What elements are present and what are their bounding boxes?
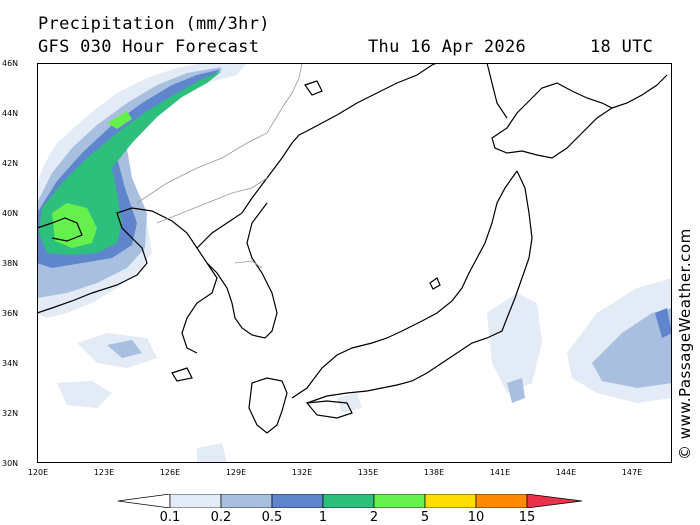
colorbar-seg-4 — [322, 494, 375, 508]
lat-label-32n: 32N — [2, 409, 19, 418]
colorbar — [118, 494, 583, 508]
lon-label-132e: 132E — [291, 468, 313, 477]
precip-east-4 — [655, 308, 672, 338]
colorbar-label-0.2: 0.2 — [210, 510, 232, 525]
border-korea-dmz — [234, 260, 263, 269]
coast-honshu-south — [306, 170, 533, 404]
coast-kurils — [611, 74, 668, 109]
colorbar-seg-1 — [169, 494, 222, 508]
lat-label-44n: 44N — [2, 109, 19, 118]
precip-south-2 — [197, 443, 227, 463]
precipitation-map[interactable] — [37, 63, 672, 463]
coast-mainland — [37, 207, 218, 354]
map-canvas — [37, 63, 672, 463]
lon-label-147e: 147E — [621, 468, 643, 477]
forecast-label: GFS 030 Hour Forecast — [38, 37, 260, 57]
lon-label-138e: 138E — [423, 468, 445, 477]
lon-label-129e: 129E — [225, 468, 247, 477]
colorbar-label-2: 2 — [369, 510, 379, 525]
colorbar-tip-low — [118, 494, 171, 508]
colorbar-seg-2 — [220, 494, 273, 508]
coast-sakhalin — [486, 63, 508, 119]
precip-area-5 — [52, 203, 97, 248]
precip-east-3 — [592, 308, 672, 388]
colorbar-label-0.5: 0.5 — [261, 510, 283, 525]
precip-east-5 — [507, 378, 525, 403]
border-korea-china — [156, 177, 268, 224]
credit-text: © www.PassageWeather.com — [676, 228, 694, 460]
colorbar-label-10: 10 — [467, 510, 485, 525]
lon-label-135e: 135E — [357, 468, 379, 477]
coast-sado — [429, 277, 441, 290]
lat-label-40n: 40N — [2, 209, 19, 218]
colorbar-seg-7 — [475, 494, 528, 508]
coastlines — [37, 63, 668, 434]
map-frame — [37, 63, 672, 463]
precip-west-2 — [107, 340, 142, 358]
lat-label-46n: 46N — [2, 59, 19, 68]
coast-shikoku — [305, 400, 353, 419]
lat-label-36n: 36N — [2, 309, 19, 318]
colorbar-seg-6 — [424, 494, 477, 508]
colorbar-seg-5 — [373, 494, 426, 508]
forecast-time: 18 UTC — [590, 37, 654, 57]
coast-northeast-asia — [196, 63, 438, 249]
lon-label-144e: 144E — [555, 468, 577, 477]
colorbar-label-0.1: 0.1 — [159, 510, 181, 525]
precip-east-1 — [487, 293, 542, 393]
coast-shandong — [37, 217, 83, 242]
precip-layer — [37, 63, 672, 463]
coast-kyushu — [248, 377, 288, 434]
colorbar-label-1: 1 — [318, 510, 328, 525]
forecast-date: Thu 16 Apr 2026 — [368, 37, 527, 57]
coast-korea — [206, 202, 278, 339]
lon-label-141e: 141E — [489, 468, 511, 477]
lon-label-120e: 120E — [27, 468, 49, 477]
lat-label-30n: 30N — [2, 459, 19, 468]
lon-label-123e: 123E — [93, 468, 115, 477]
lon-label-126e: 126E — [159, 468, 181, 477]
precip-south-1 — [337, 393, 362, 413]
lat-label-38n: 38N — [2, 259, 19, 268]
coast-jeju — [171, 367, 193, 382]
precip-area-5b — [107, 111, 132, 129]
coast-honshu-north — [291, 170, 518, 399]
coast-island-north — [304, 80, 323, 96]
border-china-north — [136, 63, 303, 204]
lat-label-42n: 42N — [2, 159, 19, 168]
colorbar-label-15: 15 — [518, 510, 536, 525]
colorbar-seg-3 — [271, 494, 324, 508]
chart-title: Precipitation (mm/3hr) — [38, 14, 270, 34]
precip-west-3 — [57, 381, 112, 408]
borders — [136, 63, 303, 269]
colorbar-label-5: 5 — [420, 510, 430, 525]
colorbar-tip-high — [526, 494, 583, 508]
lat-label-34n: 34N — [2, 359, 19, 368]
